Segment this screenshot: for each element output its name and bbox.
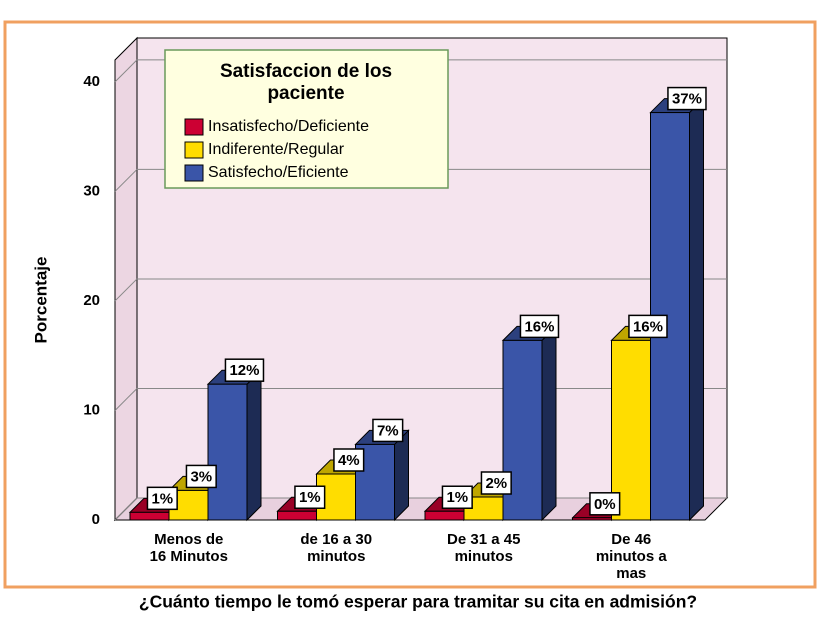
- value-label: 3%: [185, 464, 217, 489]
- bar-side: [246, 368, 262, 522]
- x-axis-label: ¿Cuánto tiempo le tomó esperar para tram…: [139, 592, 697, 612]
- x-tick-label-line: minutos: [307, 548, 365, 565]
- value-label: 16%: [628, 314, 668, 339]
- value-label: 12%: [224, 358, 265, 382]
- x-tick-label-line: De 46: [611, 531, 651, 548]
- value-label-text: 3%: [190, 468, 212, 485]
- value-label-text: 1%: [446, 489, 468, 506]
- grid-line: [114, 59, 138, 83]
- legend-swatch: [184, 164, 204, 182]
- value-label: 1%: [441, 485, 473, 509]
- bar: [424, 510, 465, 521]
- bar: [129, 511, 170, 521]
- x-tick-label: de 16 a 30 minutos: [300, 531, 372, 565]
- value-label-box: [146, 486, 178, 511]
- value-label-box: [441, 485, 473, 509]
- legend-swatch: [184, 118, 204, 136]
- x-tick-label: De 31 a 45 minutos: [447, 531, 520, 565]
- y-tick-label: 20: [83, 292, 100, 309]
- value-label-box: [589, 492, 621, 516]
- y-tick-label: 30: [83, 182, 100, 199]
- x-tick-label-line: minutos: [455, 548, 513, 565]
- grid-line: [114, 169, 138, 192]
- y-tick-label: 40: [83, 73, 100, 90]
- legend-label: Satisfecho/Eficiente: [208, 164, 349, 181]
- value-label: 1%: [146, 486, 178, 511]
- legend-title-line: Satisfaccion de los: [220, 61, 392, 82]
- x-tick-label-line: mas: [616, 565, 646, 582]
- value-label: 0%: [589, 492, 621, 516]
- grid-line: [114, 388, 138, 411]
- value-label: 37%: [667, 86, 707, 111]
- value-label-text: 7%: [377, 422, 399, 439]
- x-tick-label-line: Menos de: [154, 531, 223, 548]
- legend-label: Insatisfecho/Deficiente: [208, 118, 369, 135]
- value-label-text: 12%: [229, 362, 259, 379]
- value-label-box: [294, 485, 326, 509]
- legend-swatch: [184, 141, 204, 159]
- legend-title-line: paciente: [267, 83, 344, 104]
- value-label-text: 16%: [524, 318, 554, 335]
- value-label: 16%: [519, 314, 560, 339]
- x-tick-label-line: minutos a: [596, 548, 667, 565]
- value-label-text: 37%: [672, 91, 702, 108]
- value-label-box: [519, 314, 560, 339]
- value-label-box: [333, 448, 365, 472]
- value-label: 1%: [294, 485, 326, 509]
- grid-line: [114, 278, 138, 302]
- y-tick-label: 0: [92, 511, 100, 528]
- x-tick-label-line: De 31 a 45: [447, 531, 520, 548]
- value-label-text: 2%: [485, 475, 507, 492]
- bar-side: [394, 429, 409, 522]
- x-tick-label-line: de 16 a 30: [300, 531, 372, 548]
- value-label-box: [628, 314, 668, 339]
- value-label-box: [224, 358, 265, 382]
- x-tick-label: Menos de 16 Minutos: [150, 531, 228, 565]
- grid-line: [114, 497, 138, 521]
- value-label-box: [185, 464, 217, 489]
- bar: [611, 339, 651, 521]
- y-axis-label: Porcentaje: [31, 257, 50, 344]
- x-tick-label-line: 16 Minutos: [150, 548, 228, 565]
- frame: [3, 20, 817, 589]
- value-label-text: 4%: [338, 452, 360, 469]
- bars: 1% 3% 12% 1% 4% 7% 1% 2% 16% 0% 16% 37%: [128, 86, 707, 522]
- bar-side: [541, 325, 557, 522]
- bar: [277, 510, 317, 521]
- value-label-text: 1%: [299, 489, 321, 506]
- value-label: 4%: [333, 448, 365, 472]
- bar-side: [689, 97, 704, 522]
- value-label-box: [667, 86, 707, 111]
- legend-title: Satisfaccion de los paciente: [220, 61, 392, 104]
- y-tick-label: 10: [83, 401, 100, 418]
- value-label-text: 16%: [633, 318, 663, 335]
- value-label: 2%: [480, 471, 512, 495]
- bar: [207, 383, 248, 521]
- legend: Satisfaccion de los paciente Insatisfecho…: [164, 49, 449, 189]
- value-label: 7%: [372, 418, 404, 443]
- left-wall: [114, 36, 138, 522]
- value-label-box: [480, 471, 512, 495]
- bar: [572, 517, 612, 521]
- legend-box: [164, 49, 449, 189]
- x-tick-label: De 46 minutos a mas: [596, 531, 667, 582]
- value-label-text: 0%: [594, 496, 616, 513]
- value-label-box: [372, 418, 404, 443]
- value-label-text: 1%: [151, 490, 173, 507]
- legend-label: Indiferente/Regular: [208, 141, 345, 158]
